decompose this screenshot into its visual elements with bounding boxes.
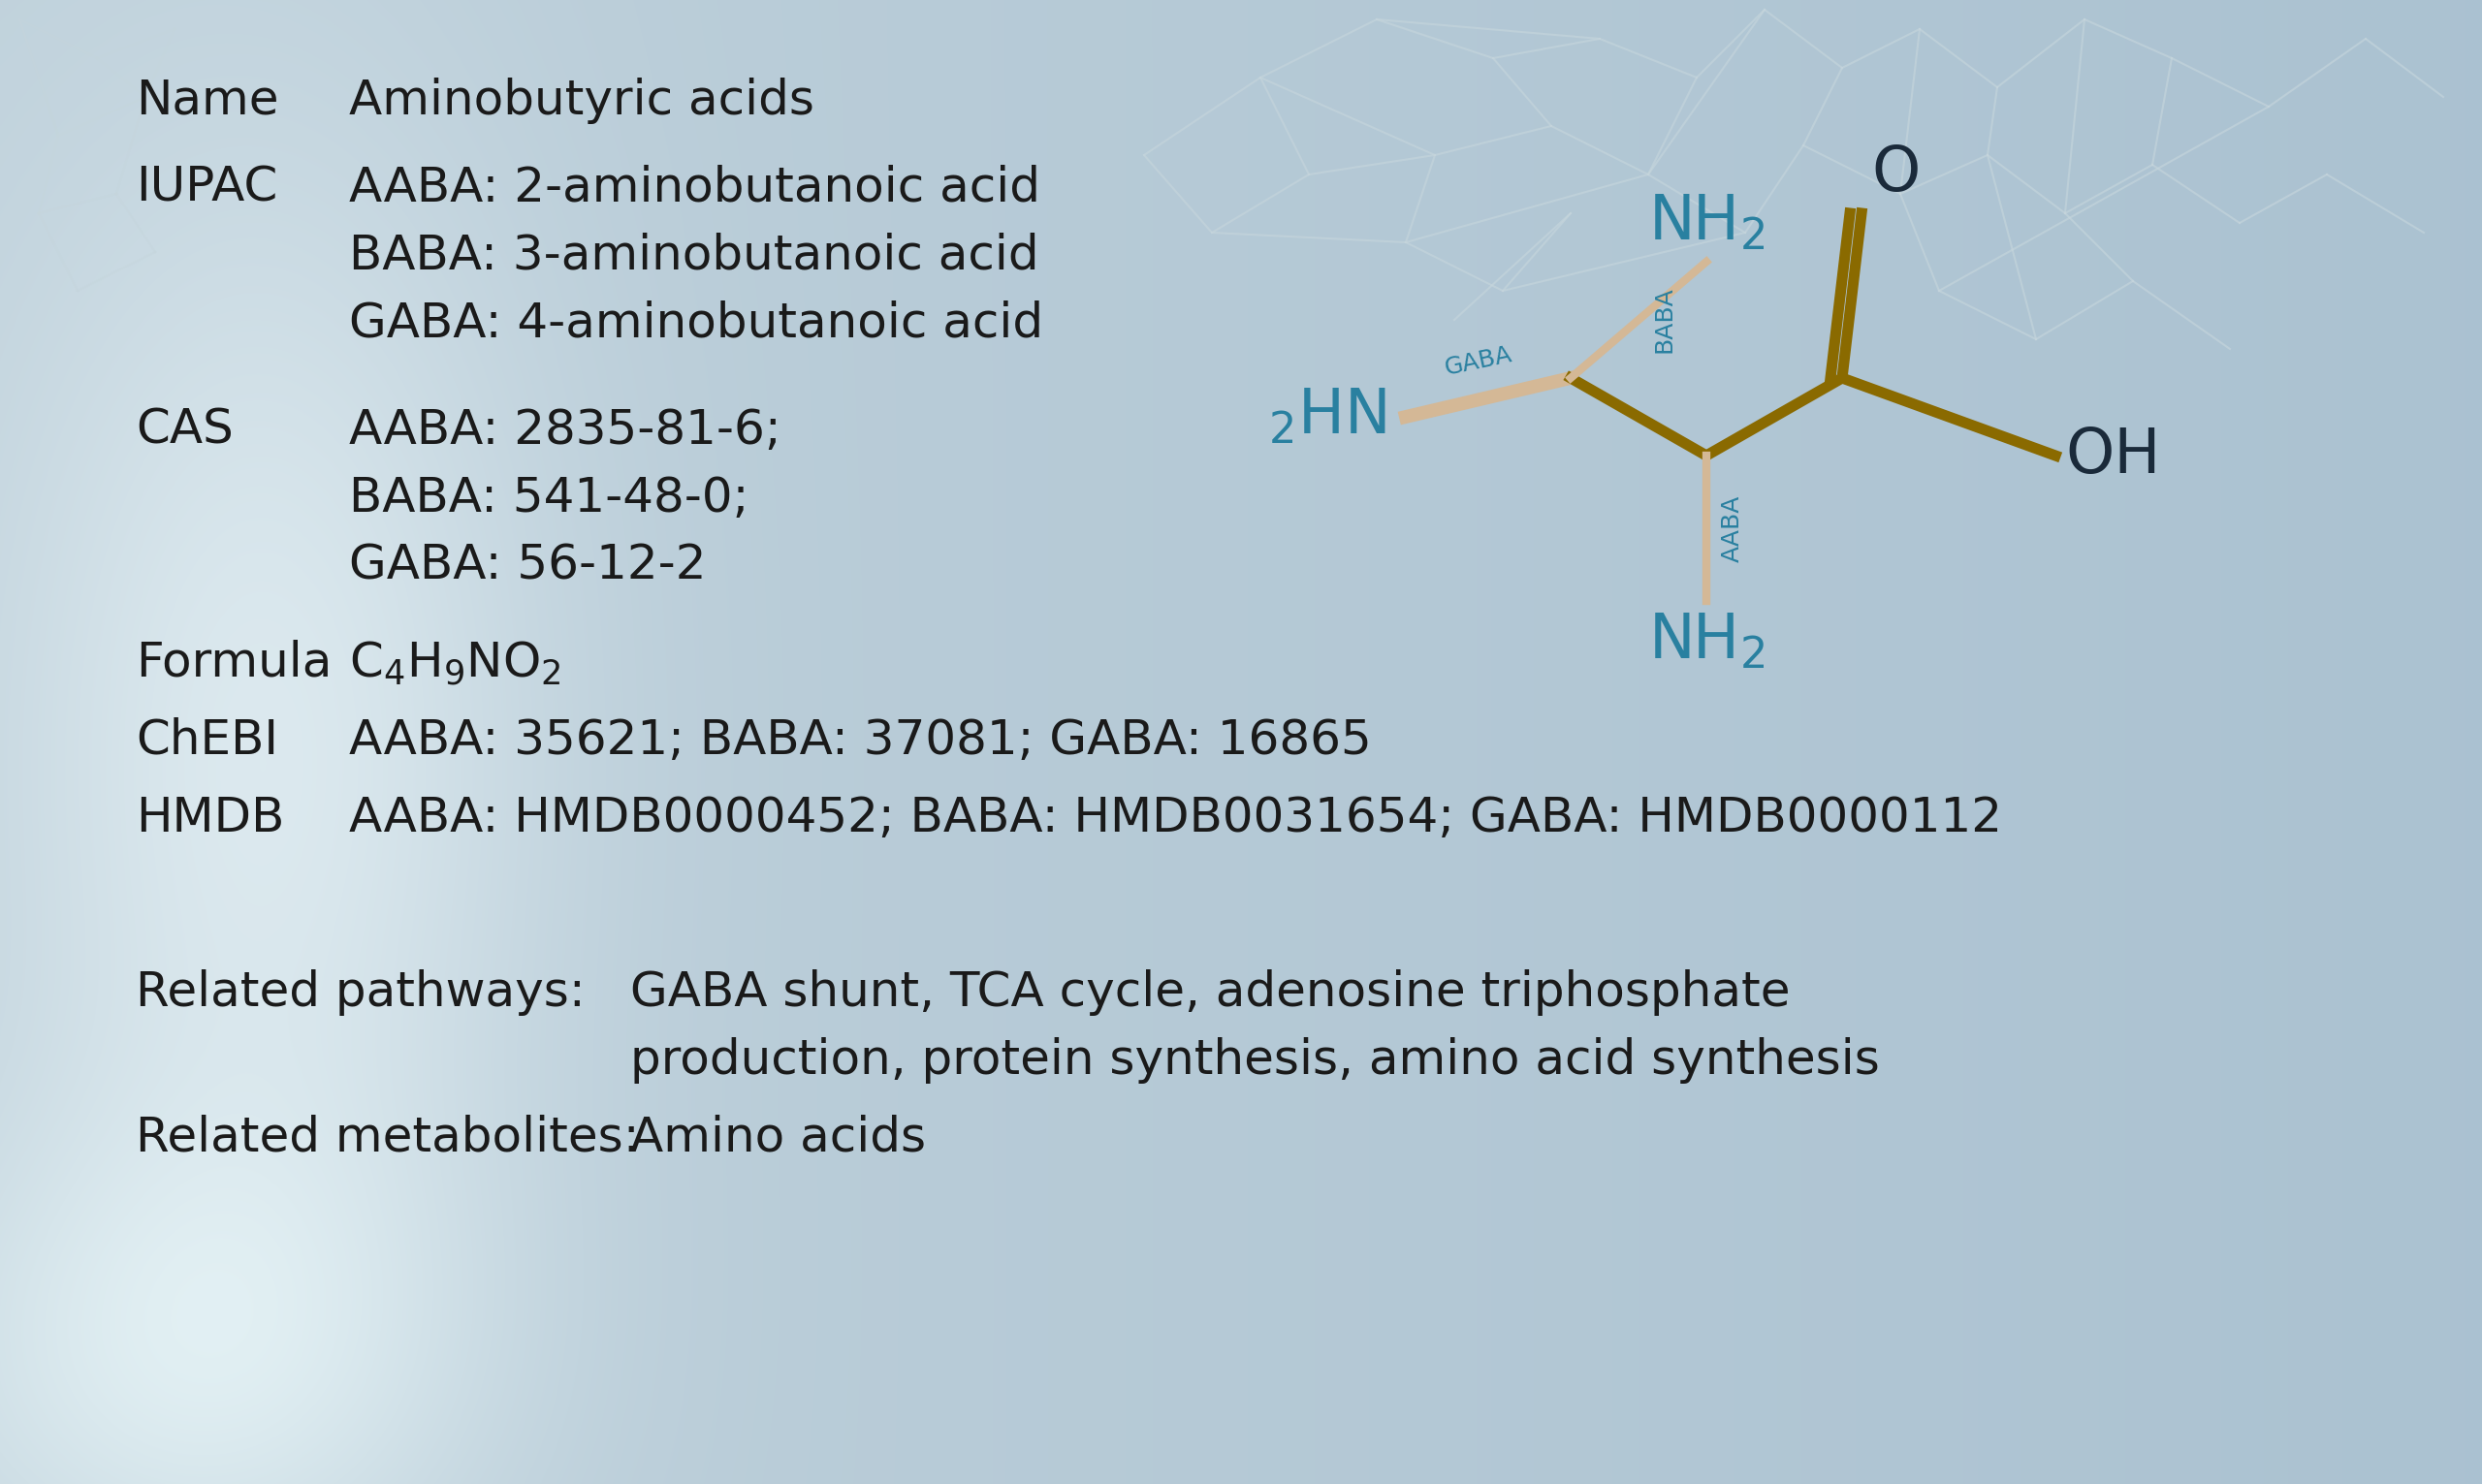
Text: $_2$HN: $_2$HN [1268, 387, 1387, 447]
Text: AABA: 2835-81-6;: AABA: 2835-81-6; [350, 407, 782, 454]
Text: GABA: 4-aminobutanoic acid: GABA: 4-aminobutanoic acid [350, 300, 1042, 347]
Text: GABA shunt, TCA cycle, adenosine triphosphate: GABA shunt, TCA cycle, adenosine triphos… [630, 969, 1790, 1017]
Text: Aminobutyric acids: Aminobutyric acids [350, 77, 814, 125]
Text: GABA: 56-12-2: GABA: 56-12-2 [350, 543, 707, 589]
Text: Related pathways:: Related pathways: [137, 969, 586, 1017]
Text: GABA: GABA [1442, 343, 1514, 380]
Text: AABA: HMDB0000452; BABA: HMDB0031654; GABA: HMDB0000112: AABA: HMDB0000452; BABA: HMDB0031654; GA… [350, 795, 2003, 841]
Text: Related metabolites:: Related metabolites: [137, 1114, 640, 1160]
Text: $\mathregular{C_4H_9NO_2}$: $\mathregular{C_4H_9NO_2}$ [350, 640, 561, 687]
Text: NH$_2$: NH$_2$ [1648, 191, 1765, 252]
Text: ChEBI: ChEBI [137, 717, 278, 764]
Text: BABA: 541-48-0;: BABA: 541-48-0; [350, 475, 750, 521]
Text: NH$_2$: NH$_2$ [1648, 610, 1765, 671]
Text: AABA: AABA [1720, 494, 1745, 562]
Text: O: O [1871, 144, 1921, 203]
Text: Name: Name [137, 77, 278, 125]
Text: CAS: CAS [137, 407, 233, 454]
Text: Amino acids: Amino acids [630, 1114, 926, 1160]
Text: BABA: 3-aminobutanoic acid: BABA: 3-aminobutanoic acid [350, 233, 1040, 279]
Text: BABA: BABA [1653, 286, 1675, 353]
Text: OH: OH [2065, 426, 2159, 485]
Text: IUPAC: IUPAC [137, 165, 278, 211]
Text: AABA: 35621; BABA: 37081; GABA: 16865: AABA: 35621; BABA: 37081; GABA: 16865 [350, 717, 1373, 764]
Text: production, protein synthesis, amino acid synthesis: production, protein synthesis, amino aci… [630, 1037, 1879, 1083]
Text: Formula: Formula [137, 640, 333, 686]
Text: HMDB: HMDB [137, 795, 285, 841]
Text: AABA: 2-aminobutanoic acid: AABA: 2-aminobutanoic acid [350, 165, 1040, 211]
